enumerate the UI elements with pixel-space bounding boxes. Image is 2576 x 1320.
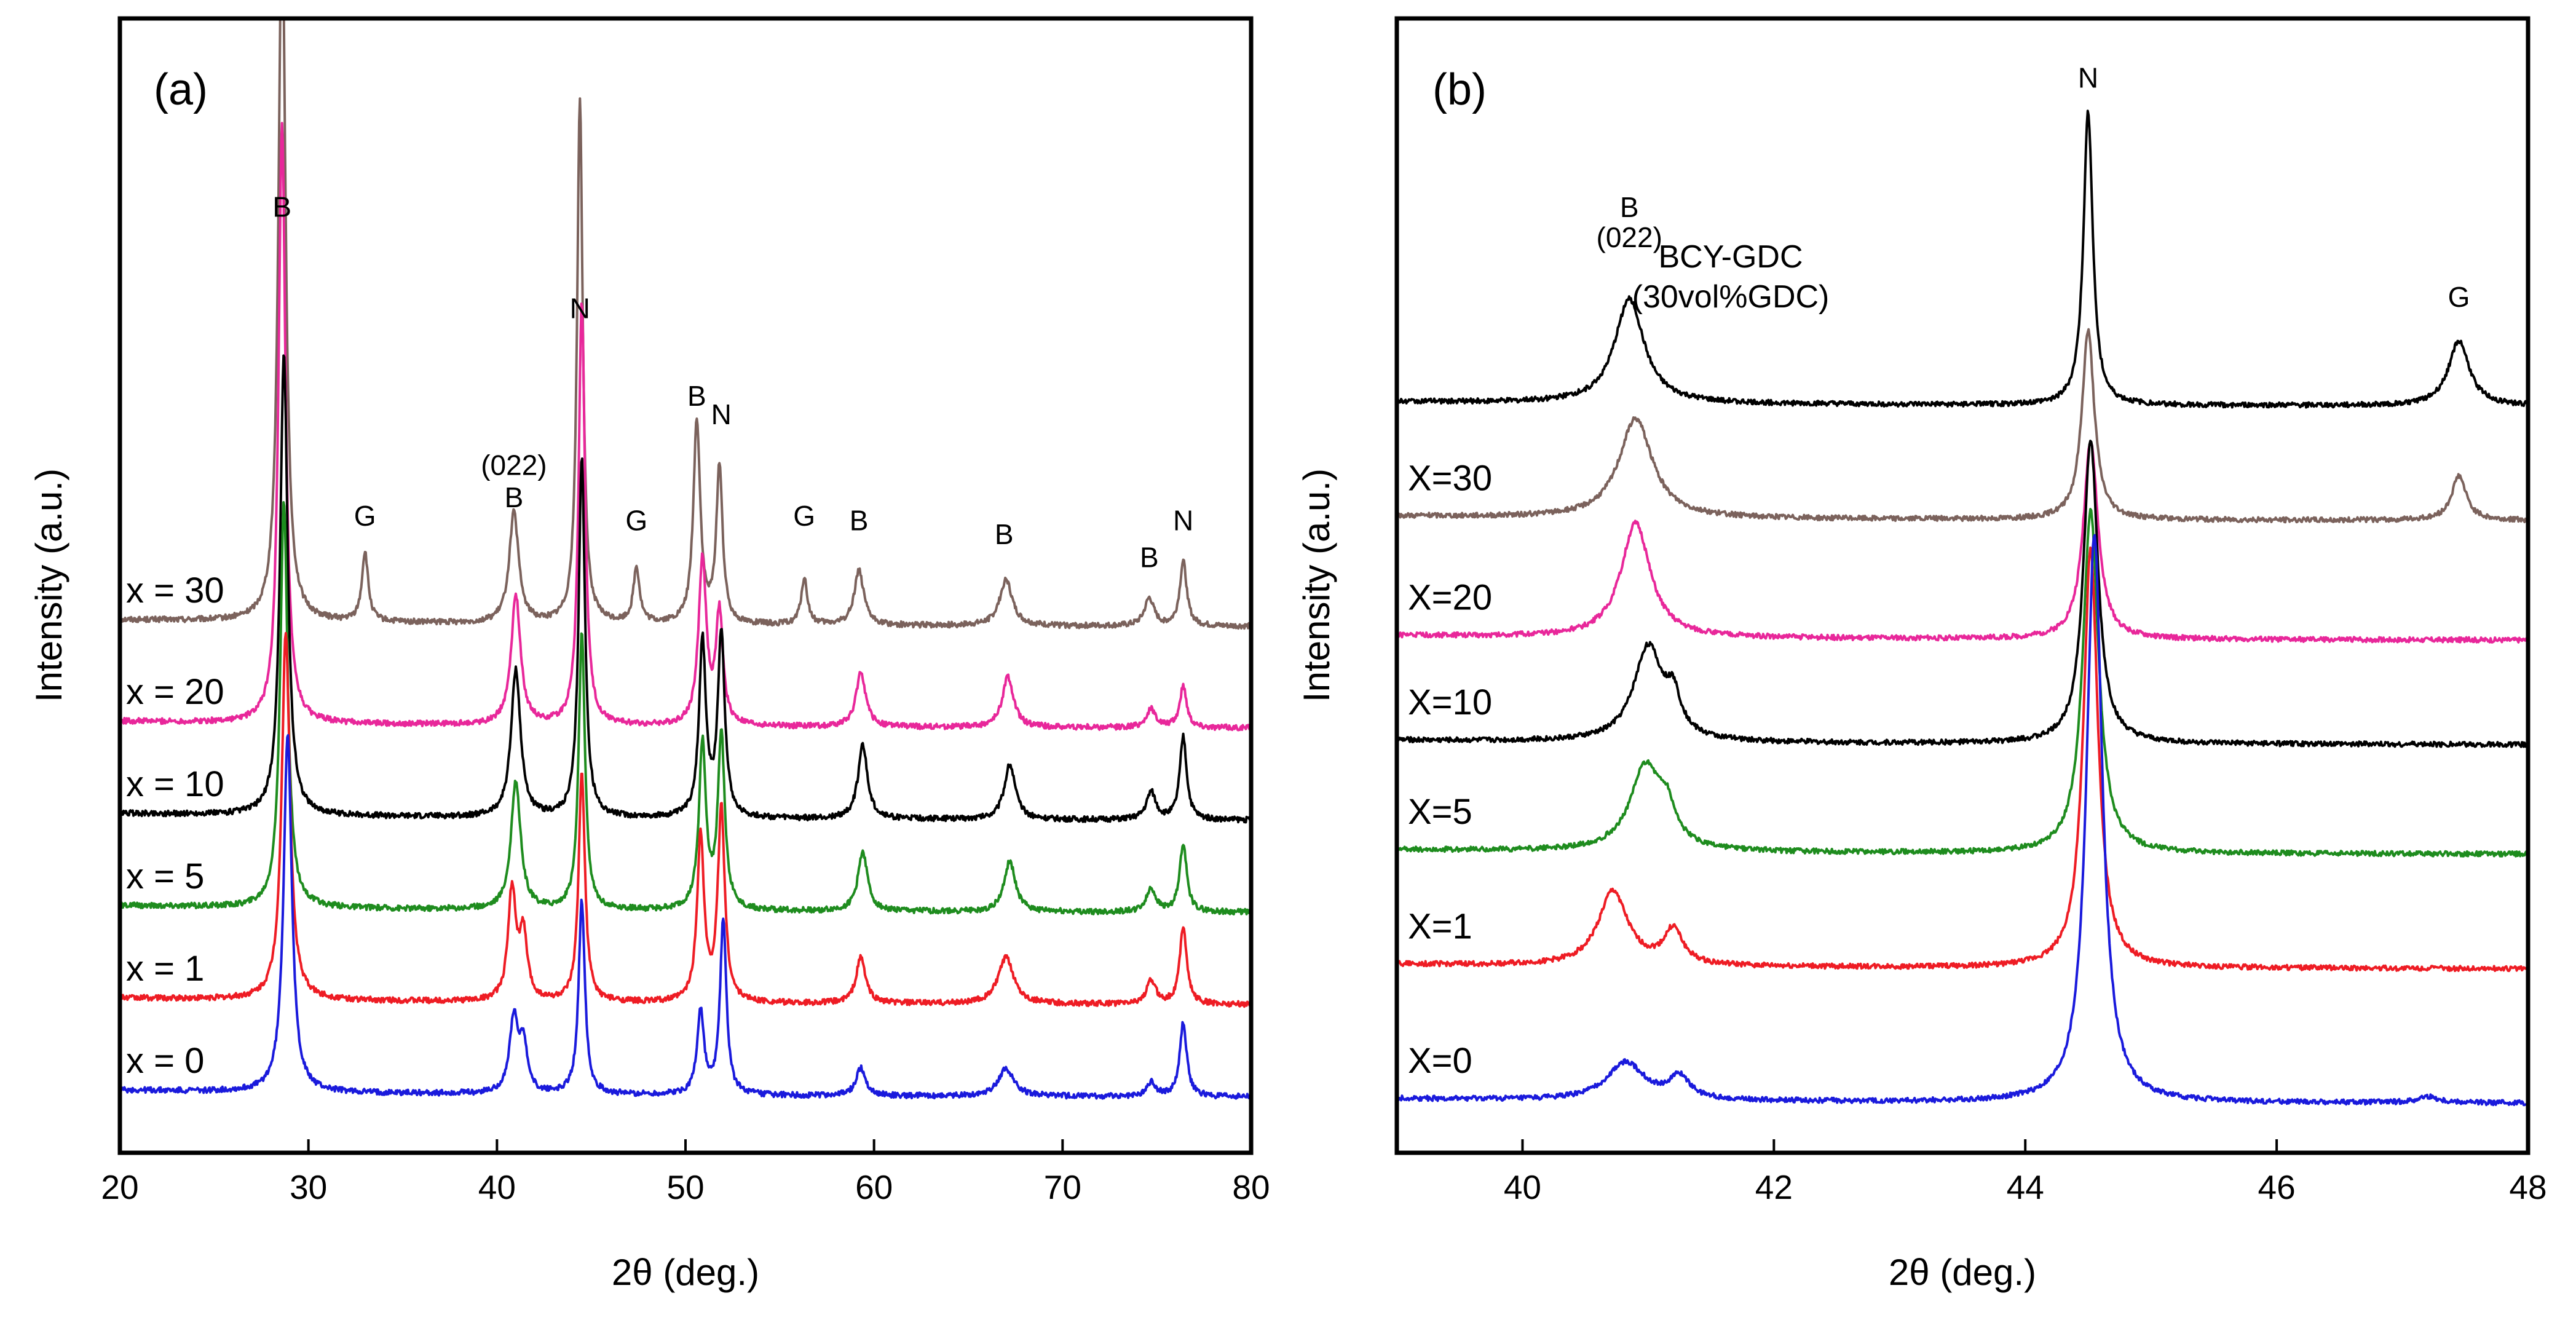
panel-a-series-labels: x = 30 x = 20 x = 10 x = 5 x = 1 x = 0 [126,571,224,1081]
peak-label: N [1173,505,1193,537]
panel-b-series-labels: X=30 X=20 X=10 X=5 X=1 X=0 [1408,458,1492,1081]
x-tick-label: 70 [1044,1168,1081,1206]
x-tick-label: 48 [2509,1168,2546,1206]
series-label: x = 20 [126,672,224,712]
series-line-x-5 [1397,508,2528,858]
series-line-x-0 [1397,534,2528,1107]
panel-b-annotation-line-1: BCY-GDC [1658,239,1803,275]
panel-b-series-group [1397,109,2528,1107]
x-tick-label: 60 [855,1168,893,1206]
series-line-x-10 [1397,440,2528,748]
peak-label: N [570,293,590,325]
peak-label: N [711,398,732,430]
x-tick-label: 46 [2258,1168,2296,1206]
series-line-bcy-gdc-30vol-gdc- [1397,109,2528,409]
series-line-x-5 [120,501,1251,915]
peak-label: G [354,500,376,532]
x-tick-label: 20 [101,1168,138,1206]
series-label: X=1 [1408,906,1472,946]
panel-b-x-axis-title: 2θ (deg.) [1889,1252,2036,1293]
peak-label: (022) [481,449,547,481]
series-line-x-20 [1397,441,2528,644]
series-line-x-1 [120,631,1251,1008]
panel-b-x-axis: 40 42 44 46 48 [1504,1139,2547,1206]
series-label: x = 10 [126,764,224,804]
x-tick-label: 80 [1232,1168,1270,1206]
series-label: X=5 [1408,792,1472,832]
peak-label: B [272,191,291,223]
x-tick-label: 40 [478,1168,516,1206]
series-line-x-10 [120,354,1251,824]
peak-label: G [625,505,647,537]
panel-a-x-axis-title: 2θ (deg.) [612,1252,759,1293]
panel-b-chart: N B(022) G X=30 X=20 X=10 X=5 X=1 X=0 BCY-GDC (… [1296,16,2547,1293]
series-label: X=30 [1408,458,1492,498]
panel-a-y-axis-title: Intensity (a.u.) [28,468,69,702]
peak-label: B [687,380,706,412]
series-line-x-30 [120,18,1251,630]
series-label: x = 30 [126,571,224,611]
peak-label: G [2448,281,2470,313]
x-tick-label: 42 [1755,1168,1793,1206]
panel-a-series-group [120,18,1251,1100]
panel-b-label: (b) [1432,65,1487,114]
peak-label: B [1140,542,1159,574]
series-line-x-1 [1397,546,2528,973]
peak-label: B [850,505,869,537]
x-tick-label: 44 [2007,1168,2044,1206]
x-tick-label: 40 [1504,1168,1541,1206]
peak-label: B [995,518,1014,550]
panel-b-annotation-line-2: (30vol%GDC) [1632,279,1830,315]
series-label: X=0 [1408,1041,1472,1081]
series-label: X=10 [1408,682,1492,722]
panel-a-label: (a) [154,65,208,114]
peak-label: B [505,481,524,513]
peak-label: G [793,500,815,532]
peak-label: N [2078,62,2098,94]
series-line-x-20 [120,122,1251,732]
series-line-x-30 [1397,328,2528,524]
series-label: X=20 [1408,578,1492,618]
peak-label: (022) [1597,221,1662,253]
series-label: x = 0 [126,1041,204,1081]
series-line-x-0 [120,734,1251,1100]
series-label: x = 1 [126,949,204,989]
panel-b-peak-labels: N B(022) G [1597,62,2470,313]
series-label: x = 5 [126,856,204,896]
panel-b-frame [1394,16,2531,1155]
panel-a-x-axis: 20 30 40 50 60 70 80 [101,1139,1270,1206]
x-tick-label: 30 [290,1168,327,1206]
x-tick-label: 50 [666,1168,704,1206]
peak-label: B [1620,191,1639,223]
panel-b-y-axis-title: Intensity (a.u.) [1296,468,1337,702]
